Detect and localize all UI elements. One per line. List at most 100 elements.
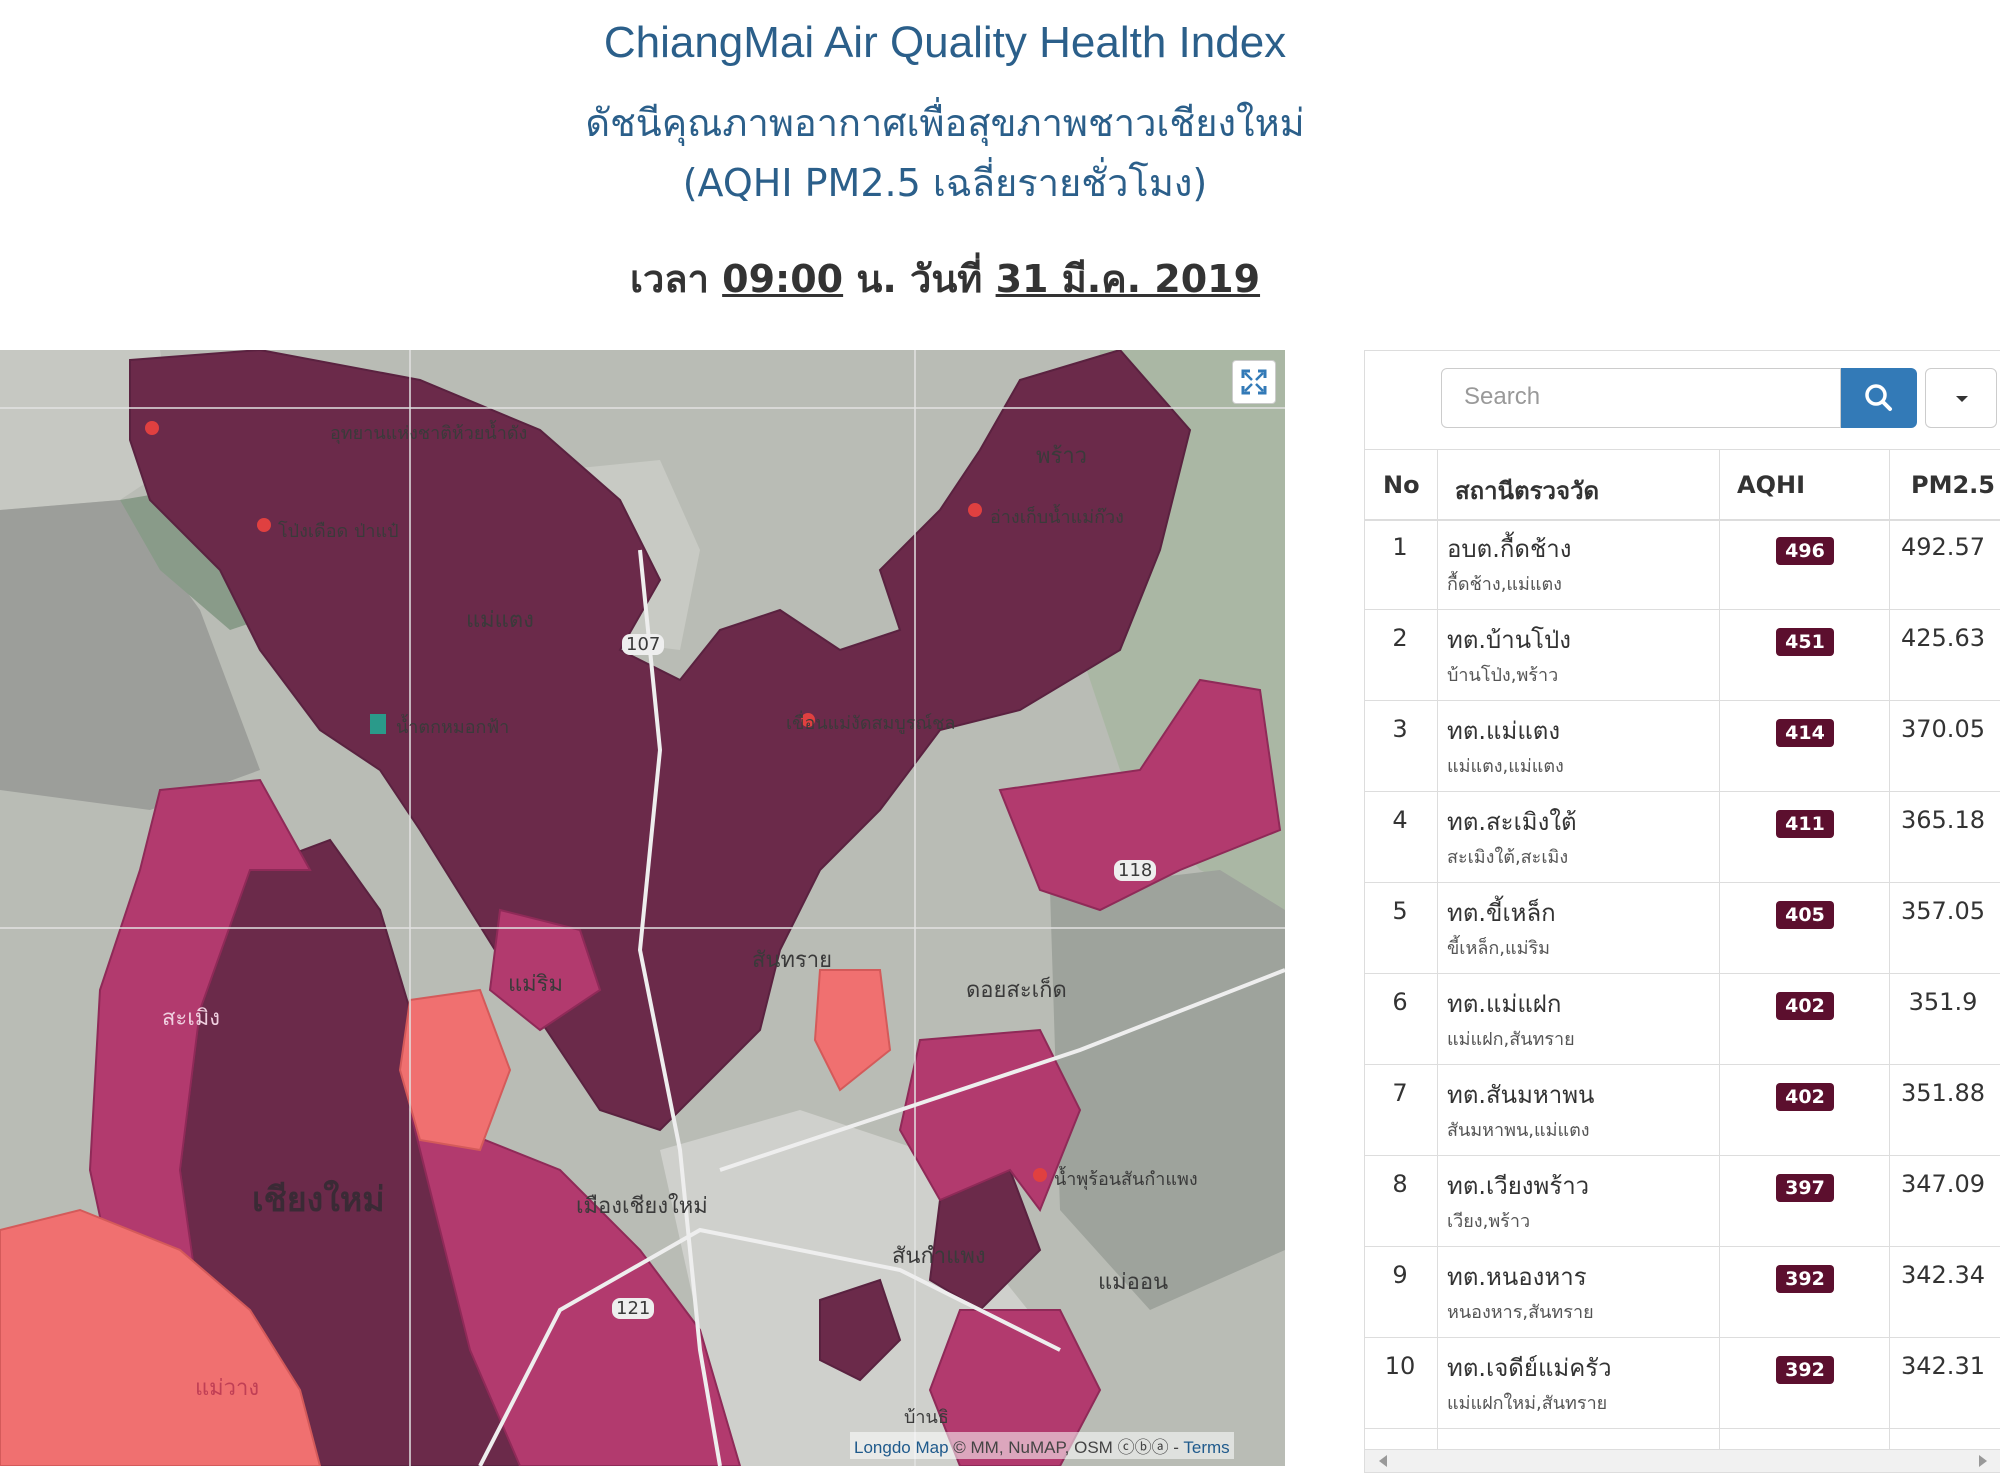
row-station: ทต.เจดีย์แม่ครัว xyxy=(1447,1354,1612,1382)
row-station: ทต.ขี้เหล็ก xyxy=(1447,899,1556,927)
label-hotspring: น้ำพุร้อนสันกำแพง xyxy=(1054,1169,1198,1190)
row-no: 2 xyxy=(1392,624,1408,652)
header-aqhi[interactable]: AQHI xyxy=(1737,471,1805,499)
road-107-shield: 107 xyxy=(622,634,665,655)
table-row[interactable]: 8 ทต.เวียงพร้าว เวียง,พร้าว 397 347.09 xyxy=(1365,1156,2000,1247)
row-pm25: 342.34 xyxy=(1901,1261,1985,1289)
table-row[interactable]: 4 ทต.สะเมิงใต้ สะเมิงใต้,สะเมิง 411 365.… xyxy=(1365,792,2000,883)
poi-park-icon[interactable] xyxy=(145,421,159,435)
row-area: ขี้เหล็ก,แม่ริม xyxy=(1447,938,1550,959)
road-121 xyxy=(478,1227,1061,1466)
row-pm25: 351.88 xyxy=(1901,1079,1985,1107)
row-area: กื้ดช้าง,แม่แตง xyxy=(1447,574,1562,595)
aqhi-badge: 405 xyxy=(1776,901,1834,929)
search-button[interactable] xyxy=(1841,368,1917,428)
column-divider xyxy=(1719,449,1720,1472)
terrain-southeast xyxy=(1050,870,1285,1310)
row-area: หนองหาร,สันทราย xyxy=(1447,1302,1594,1323)
scroll-arrows-icon xyxy=(1379,1455,1987,1467)
table-toolbar: Search xyxy=(1365,351,2000,450)
table-row[interactable]: 7 ทต.สันมหาพน สันมหาพน,แม่แตง 402 351.88 xyxy=(1365,1065,2000,1156)
column-divider xyxy=(1437,449,1438,1472)
poi-dam-icon[interactable] xyxy=(801,713,815,727)
row-no: 4 xyxy=(1392,806,1408,834)
row-area: เวียง,พร้าว xyxy=(1447,1211,1531,1232)
attribution-terms-link[interactable]: Terms xyxy=(1183,1438,1230,1457)
table-row[interactable]: 5 ทต.ขี้เหล็ก ขี้เหล็ก,แม่ริม 405 357.05 xyxy=(1365,883,2000,974)
row-no: 8 xyxy=(1392,1170,1408,1198)
table-row[interactable]: 2 ทต.บ้านโป่ง บ้านโป่ง,พร้าว 451 425.63 xyxy=(1365,610,2000,701)
row-station: ทต.สะเมิงใต้ xyxy=(1447,808,1577,836)
zone-high-maerim[interactable] xyxy=(488,908,602,1032)
attribution-brand-link[interactable]: Longdo Map xyxy=(854,1438,949,1457)
row-area: แม่แฝกใหม่,สันทราย xyxy=(1447,1393,1608,1414)
label-phrao: พร้าว xyxy=(1036,444,1088,469)
row-no: 1 xyxy=(1392,533,1408,561)
row-pm25: 492.57 xyxy=(1901,533,1985,561)
table-row[interactable]: 6 ทต.แม่แฝก แม่แฝก,สันทราย 402 351.9 xyxy=(1365,974,2000,1065)
search-icon xyxy=(1865,384,1892,411)
zone-moderate-samoeng-east[interactable] xyxy=(398,988,512,1152)
label-chiangmai: เชียงใหม่ xyxy=(252,1180,385,1220)
page-title: ChiangMai Air Quality Health Index xyxy=(603,18,1287,67)
zone-high-northeast[interactable] xyxy=(998,678,1282,912)
row-area: บ้านโป่ง,พร้าว xyxy=(1447,665,1559,686)
header-no[interactable]: No xyxy=(1383,471,1420,499)
row-station: ทต.แม่แฝก xyxy=(1447,990,1562,1018)
zone-high-mueang[interactable] xyxy=(408,1108,742,1466)
poi-pongduet-icon[interactable] xyxy=(257,518,271,532)
label-maetaeng: แม่แตง xyxy=(466,608,534,633)
label-maerim: แม่ริม xyxy=(508,972,563,997)
caret-down-icon xyxy=(1956,396,1968,402)
table-header: No สถานีตรวจวัด AQHI PM2.5 xyxy=(1365,449,2000,521)
header-station[interactable]: สถานีตรวจวัด xyxy=(1455,477,1600,505)
dropdown-button[interactable] xyxy=(1925,368,1997,428)
table-row[interactable]: 9 ทต.หนองหาร หนองหาร,สันทราย 392 342.34 xyxy=(1365,1247,2000,1338)
label-bansahtong: บ้านธิ xyxy=(904,1407,949,1428)
fullscreen-button[interactable] xyxy=(1232,360,1276,404)
table-row[interactable]: 3 ทต.แม่แตง แม่แตง,แม่แตง 414 370.05 xyxy=(1365,701,2000,792)
poi-reservoir-icon[interactable] xyxy=(968,503,982,517)
zone-moderate-maewang[interactable] xyxy=(0,1208,322,1466)
road-107 xyxy=(637,549,722,1466)
label-dam: เขื่อนแม่งัดสมบูรณ์ชล xyxy=(786,713,956,734)
zone-high-doisaket[interactable] xyxy=(898,1028,1082,1213)
cc-icon: ⓒⓑⓐ xyxy=(1117,1438,1169,1457)
row-station: อบต.กื้ดช้าง xyxy=(1447,535,1572,563)
table-row[interactable]: 1 อบต.กื้ดช้าง กื้ดช้าง,แม่แตง 496 492.5… xyxy=(1365,519,2000,610)
row-pm25: 347.09 xyxy=(1901,1170,1985,1198)
row-station: ทต.บ้านโป่ง xyxy=(1447,626,1571,654)
row-no: 10 xyxy=(1384,1352,1416,1380)
poi-waterfall-icon[interactable] xyxy=(370,714,386,734)
aqhi-badge: 392 xyxy=(1776,1265,1834,1293)
map-attribution: Longdo Map © MM, NuMAP, OSM ⓒⓑⓐ - Terms xyxy=(850,1432,1234,1459)
label-mueang: เมืองเชียงใหม่ xyxy=(576,1194,708,1219)
row-pm25: 357.05 xyxy=(1901,897,1985,925)
table-row[interactable]: 10 ทต.เจดีย์แม่ครัว แม่แฝกใหม่,สันทราย 3… xyxy=(1365,1338,2000,1429)
page-title-thai: ดัชนีคุณภาพอากาศเพื่อสุขภาพชาวเชียงใหม่ xyxy=(585,101,1305,145)
zone-very-high-south[interactable] xyxy=(819,1278,902,1382)
row-station: ทต.สันมหาพน xyxy=(1447,1081,1595,1109)
horizontal-scrollbar[interactable] xyxy=(1365,1449,2000,1472)
label-reservoir: อ่างเก็บน้ำแม่ก๊วง xyxy=(990,507,1124,528)
row-pm25: 425.63 xyxy=(1901,624,1985,652)
label-pongduet: โป่งเดือด ป่าแป๋ xyxy=(278,521,399,542)
map-canvas[interactable] xyxy=(0,350,1285,1466)
header-pm25[interactable]: PM2.5 xyxy=(1911,471,1995,499)
search-input[interactable]: Search xyxy=(1441,368,1841,428)
label-doisaket: ดอยสะเก็ด xyxy=(966,978,1067,1003)
zone-high-samoeng[interactable] xyxy=(88,778,312,1311)
page-subtitle: (AQHI PM2.5 เฉลี่ยรายชั่วโมง) xyxy=(682,161,1208,205)
zone-moderate-sansai[interactable] xyxy=(813,969,892,1092)
poi-hotspring-icon[interactable] xyxy=(1033,1168,1047,1182)
aqhi-badge: 402 xyxy=(1776,1083,1834,1111)
aqhi-map[interactable]: เชียงใหม่ สะเมิง แม่วาง แม่ริม แม่แตง พร… xyxy=(0,350,1285,1466)
aqhi-badge: 397 xyxy=(1776,1174,1834,1202)
row-pm25: 370.05 xyxy=(1901,715,1985,743)
time-prefix: เวลา xyxy=(629,257,709,301)
label-maewang: แม่วาง xyxy=(195,1376,260,1401)
time-unit: น. วันที่ xyxy=(856,257,983,301)
row-no: 5 xyxy=(1392,897,1408,925)
row-no: 6 xyxy=(1392,988,1408,1016)
aqhi-badge: 496 xyxy=(1776,537,1834,565)
